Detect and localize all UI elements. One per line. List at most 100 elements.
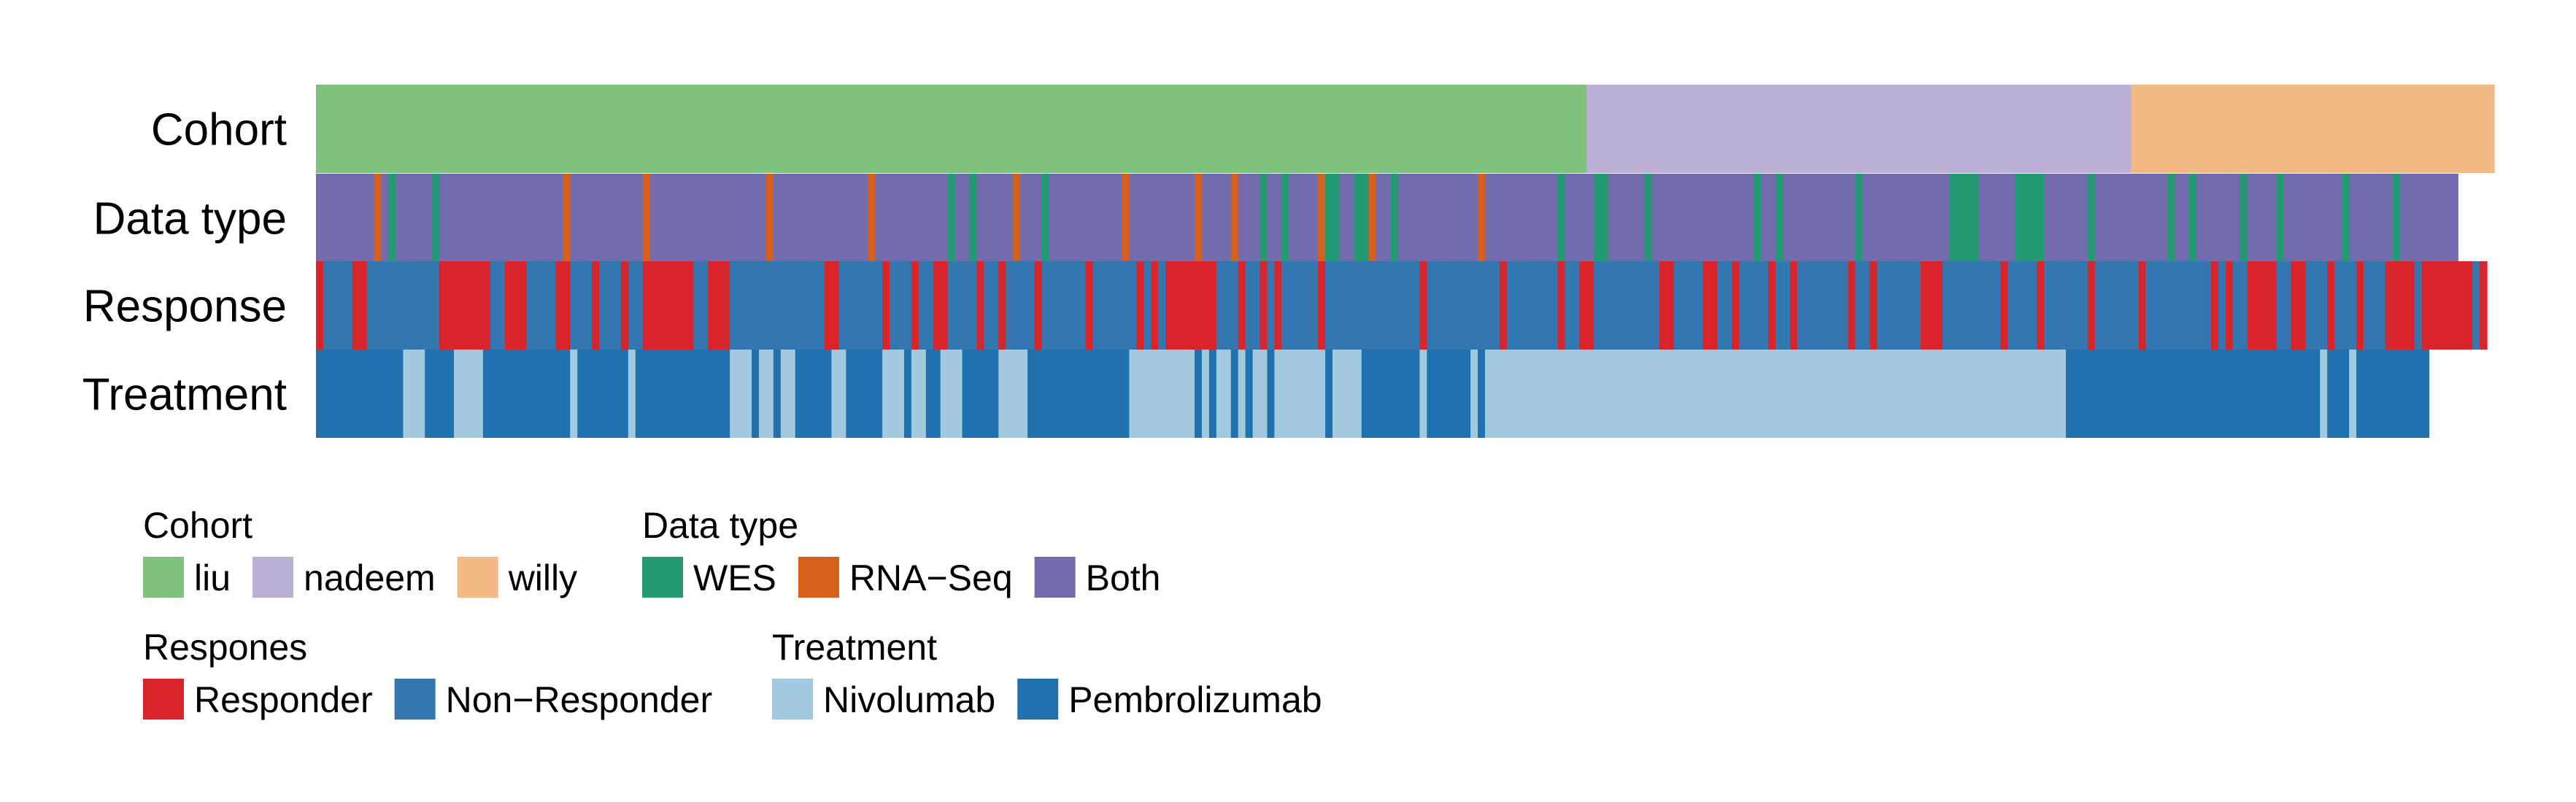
heatmap-cell-response-responder [352,261,368,350]
heatmap-cell-response-non-responder [838,261,883,350]
heatmap-cell-treatment-pembrolizumab [1427,350,1471,438]
heatmap-cell-response-responder [1318,261,1326,350]
heatmap-cell-data-type-rna-seq [1478,174,1486,262]
heatmap-cell-data-type-wes [1754,174,1762,262]
heatmap-cell-response-responder [1085,261,1094,350]
heatmap-cell-response-responder [2210,261,2219,350]
heatmap-cell-data-type-both [396,174,433,262]
heatmap-cell-data-type-both [2247,174,2278,262]
row-label-treatment: Treatment [82,370,287,420]
heatmap-cell-response-responder [1920,261,1943,350]
heatmap-cell-response-non-responder [1092,261,1137,350]
heatmap-cell-data-type-wes [2342,174,2350,262]
heatmap-cell-data-type-rna-seq [563,174,571,262]
heatmap-cell-response-responder [1768,261,1776,350]
heatmap-cell-response-responder [824,261,839,350]
heatmap-cell-data-type-both [1376,174,1392,262]
heatmap-cell-response-non-responder [1594,261,1660,350]
heatmap-cell-treatment-nivolumab [1216,350,1232,438]
heatmap-cell-response-non-responder [366,261,440,350]
heatmap-cell-response-non-responder [323,261,353,350]
heatmap-cell-treatment-nivolumab [831,350,847,438]
heatmap-cell-treatment-pembrolizumab [2327,350,2350,438]
heatmap-cell-response-non-responder [2232,261,2248,350]
legend-swatch-nadeem [252,557,294,598]
heatmap-cell-response-responder [592,261,600,350]
heatmap-cell-response-responder [1732,261,1740,350]
heatmap-cell-response-responder [933,261,949,350]
heatmap-cell-data-type-both [1651,174,1754,262]
heatmap-cell-treatment-nivolumab [1484,350,2067,438]
heatmap-cell-response-non-responder [1006,261,1036,350]
heatmap-cell-response-responder [1789,261,1798,350]
heatmap-cell-data-type-wes [2240,174,2248,262]
heatmap-cell-cohort-liu [316,85,1587,173]
heatmap-cell-data-type-both [649,174,767,262]
heatmap-cell-treatment-pembrolizumab [1245,350,1254,438]
heatmap-cell-data-type-wes [1390,174,1399,262]
heatmap-cell-response-non-responder [628,261,644,350]
heatmap-cell-treatment-pembrolizumab [425,350,455,438]
heatmap-cell-data-type-wes [2276,174,2285,262]
heatmap-cell-data-type-both [1862,174,1951,262]
heatmap-cell-data-type-rna-seq [642,174,651,262]
legend-label-nivolumab: Nivolumab [823,679,995,720]
heatmap-cell-treatment-pembrolizumab [1325,350,1333,438]
heatmap-cell-data-type-wes [1949,174,1980,262]
heatmap-cell-data-type-both [1267,174,1282,262]
heatmap-cell-treatment-pembrolizumab [903,350,912,438]
heatmap-cell-response-non-responder [2363,261,2386,350]
heatmap-cell-data-type-both [1201,174,1232,262]
heatmap-cell-data-type-both [2283,174,2342,262]
legend-label-willy: willy [508,558,577,598]
heatmap-cell-response-responder [2421,261,2473,350]
heatmap-cell-response-non-responder [693,261,709,350]
heatmap-cell-data-type-wes [388,174,397,262]
heatmap-cell-data-type-both [955,174,971,262]
heatmap-cell-treatment-nivolumab [940,350,963,438]
heatmap-cell-response-non-responder [570,261,593,350]
heatmap-cell-response-responder [1151,261,1159,350]
heatmap-cell-treatment-pembrolizumab [482,350,571,438]
heatmap-cell-response-non-responder [2414,261,2423,350]
legend-swatch-both [1034,557,1076,598]
heatmap-cell-response-responder [976,261,984,350]
legend-swatch-responder [143,679,184,720]
heatmap-cell-data-type-wes [1557,174,1565,262]
heatmap-cell-data-type-wes [1281,174,1289,262]
heatmap-cell-treatment-nivolumab [628,350,636,438]
heatmap-cell-data-type-wes [1260,174,1268,262]
heatmap-cell-response-responder [504,261,528,350]
heatmap-cell-data-type-wes [1354,174,1370,262]
heatmap-cell-data-type-rna-seq [1318,174,1326,262]
legend-swatch-rna-seq [798,557,839,598]
heatmap-cell-treatment-nivolumab [403,350,425,438]
heatmap-cell-treatment-nivolumab [1333,350,1362,438]
heatmap-cell-response-responder [642,261,694,350]
heatmap-cell-data-type-both [773,174,868,262]
heatmap-cell-response-non-responder [918,261,934,350]
heatmap-cell-response-responder [2291,261,2306,350]
heatmap-cell-response-responder [316,261,324,350]
heatmap-cell-data-type-both [2044,174,2089,262]
heatmap-cell-data-type-wes [2087,174,2096,262]
heatmap-cell-treatment-pembrolizumab [2356,350,2430,438]
legend-label-non-responder: Non−Responder [446,679,713,720]
heatmap-cell-treatment-nivolumab [730,350,752,438]
heatmap-cell-response-responder [998,261,1006,350]
heatmap-cell-data-type-both [2175,174,2190,262]
legend-title-cohort: Cohort [143,505,252,546]
heatmap-cell-treatment-pembrolizumab [752,350,760,438]
heatmap-cell-data-type-rna-seq [374,174,382,262]
heatmap-cell-response-responder [2327,261,2335,350]
legend-swatch-willy [457,557,498,598]
heatmap-cell-response-non-responder [1042,261,1087,350]
heatmap-cell-response-non-responder [2145,261,2212,350]
heatmap-cell-data-type-both [1238,174,1261,262]
heatmap-cell-response-non-responder [1267,261,1275,350]
heatmap-cell-treatment-pembrolizumab [1027,350,1130,438]
heatmap-cell-data-type-both [1608,174,1646,262]
heatmap-cell-response-responder [2247,261,2278,350]
row-label-data-type: Data type [93,194,287,244]
